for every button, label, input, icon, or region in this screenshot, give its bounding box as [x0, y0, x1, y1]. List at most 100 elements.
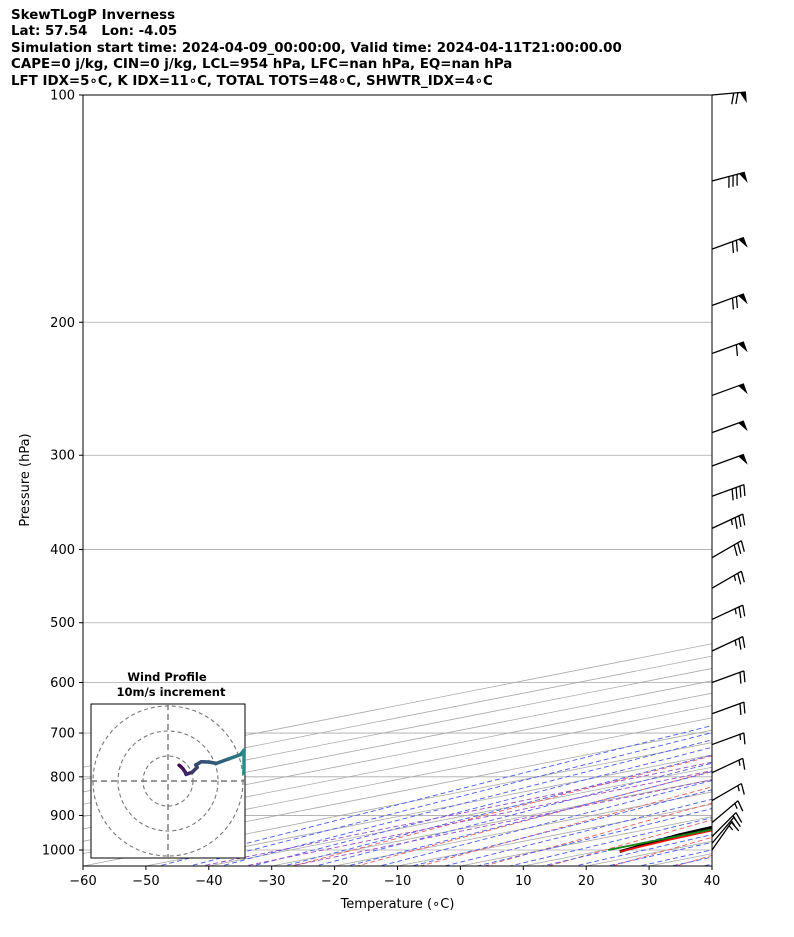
- barb-staff: [711, 341, 745, 355]
- barb-full: [735, 92, 739, 105]
- y-tick-label: 100: [50, 89, 75, 104]
- barb-staff: [711, 570, 742, 589]
- dry-adiabat-line: [419, 786, 712, 866]
- x-axis-label: Temperature (∘C): [340, 897, 455, 912]
- barb-staff: [711, 383, 745, 397]
- barb-half: [738, 759, 741, 766]
- dry-adiabat-line: [689, 85, 794, 882]
- wind-barb: [711, 604, 746, 621]
- x-tick-label: −10: [384, 874, 411, 889]
- location-line: Lat: 57.54 Lon: -4.05: [11, 24, 178, 40]
- dry-adiabat-line: [546, 819, 712, 866]
- hodograph-title: Wind Profile: [127, 670, 207, 684]
- barb-staff: [711, 483, 745, 497]
- y-tick-label: 800: [50, 770, 75, 785]
- y-tick-label: 1000: [42, 844, 75, 859]
- barb-full: [731, 92, 735, 105]
- chart-header: SkewTLogP Inverness Lat: 57.54 Lon: -4.0…: [11, 8, 622, 90]
- barb-full: [738, 638, 742, 650]
- hodograph-ring: [117, 730, 219, 832]
- wind-barbs: [711, 91, 748, 851]
- barb-flag: [739, 172, 748, 183]
- barb-staff: [711, 540, 742, 559]
- barb-full: [740, 540, 745, 552]
- isotherm-line: [83, 655, 712, 780]
- series-layer: [607, 825, 712, 853]
- wind-barb: [711, 91, 747, 105]
- time-line: Simulation start time: 2024-04-09_00:00:…: [11, 40, 622, 56]
- barb-staff: [711, 732, 745, 746]
- barb-half: [734, 608, 737, 615]
- cape-fill-layer: [619, 827, 712, 852]
- wind-barb: [711, 757, 746, 774]
- barb-full: [731, 821, 740, 832]
- barb-staff: [711, 670, 745, 684]
- isotherm-line: [83, 668, 712, 793]
- x-tick-label: 10: [515, 874, 532, 889]
- barb-staff: [711, 293, 745, 307]
- moist-adiabat-line: [282, 754, 712, 866]
- x-tick-label: 30: [641, 874, 658, 889]
- barb-full: [738, 606, 742, 619]
- parcel-profile-line: [619, 825, 712, 853]
- moist-adiabat-line: [540, 825, 712, 866]
- hodograph-inset: Wind Profile 10m/s increment: [90, 670, 246, 859]
- x-tick-label: −50: [132, 874, 159, 889]
- barb-full: [731, 488, 734, 501]
- temperature-profile-line: [619, 829, 712, 853]
- isotherm-line: [458, 816, 712, 866]
- cape-shading: [619, 827, 712, 852]
- dry-adiabat-line: [355, 770, 712, 866]
- wind-barb: [711, 383, 748, 397]
- x-tick-label: 40: [704, 874, 721, 889]
- wind-barb: [711, 483, 746, 501]
- wind-barb: [711, 636, 746, 652]
- barb-full: [742, 636, 746, 648]
- wind-barb: [711, 732, 746, 746]
- moist-adiabat-line: [669, 856, 712, 866]
- y-tick-label: 300: [50, 449, 75, 464]
- isotherm-line: [83, 680, 712, 805]
- barb-flag: [738, 237, 748, 248]
- hodograph-subtitle: 10m/s increment: [117, 685, 226, 699]
- wind-barb: [711, 821, 740, 851]
- barb-flag: [738, 421, 748, 432]
- y-tick-label: 700: [50, 727, 75, 742]
- moist-adiabat-line: [701, 863, 712, 866]
- wind-barb: [711, 420, 748, 434]
- y-tick-label: 200: [50, 316, 75, 331]
- moist-adiabat-line: [508, 817, 712, 866]
- barb-full: [740, 783, 745, 795]
- barb-staff: [711, 604, 744, 621]
- y-tick-label: 900: [50, 809, 75, 824]
- isotherm-line: [584, 840, 712, 866]
- barb-full: [738, 515, 742, 528]
- dry-adiabat-line: [291, 755, 712, 866]
- x-tick-label: −20: [321, 874, 348, 889]
- wind-barb: [711, 513, 746, 529]
- chart-title: SkewTLogP Inverness: [11, 8, 176, 23]
- y-tick-label: 500: [50, 616, 75, 631]
- barb-half: [737, 785, 740, 792]
- barb-full: [731, 241, 735, 254]
- wind-barb: [711, 236, 748, 254]
- isotherm-line: [83, 717, 712, 842]
- barb-full: [743, 670, 746, 683]
- isotherm-line: [83, 742, 712, 866]
- barb-flag: [738, 454, 748, 465]
- barb-full: [735, 812, 743, 823]
- barb-full: [735, 344, 739, 357]
- wind-barb: [711, 812, 743, 838]
- x-tick-label: −60: [69, 874, 96, 889]
- barb-half: [739, 734, 742, 741]
- barb-full: [739, 672, 742, 684]
- moist-adiabat-line: [345, 771, 712, 866]
- wind-barb: [711, 800, 744, 824]
- barb-full: [742, 513, 746, 526]
- barb-half: [733, 575, 737, 582]
- barb-staff: [711, 812, 737, 838]
- barb-staff: [711, 782, 742, 802]
- barb-full: [731, 297, 735, 310]
- barb-full: [743, 702, 746, 714]
- dewpoint-profile-line: [607, 828, 712, 851]
